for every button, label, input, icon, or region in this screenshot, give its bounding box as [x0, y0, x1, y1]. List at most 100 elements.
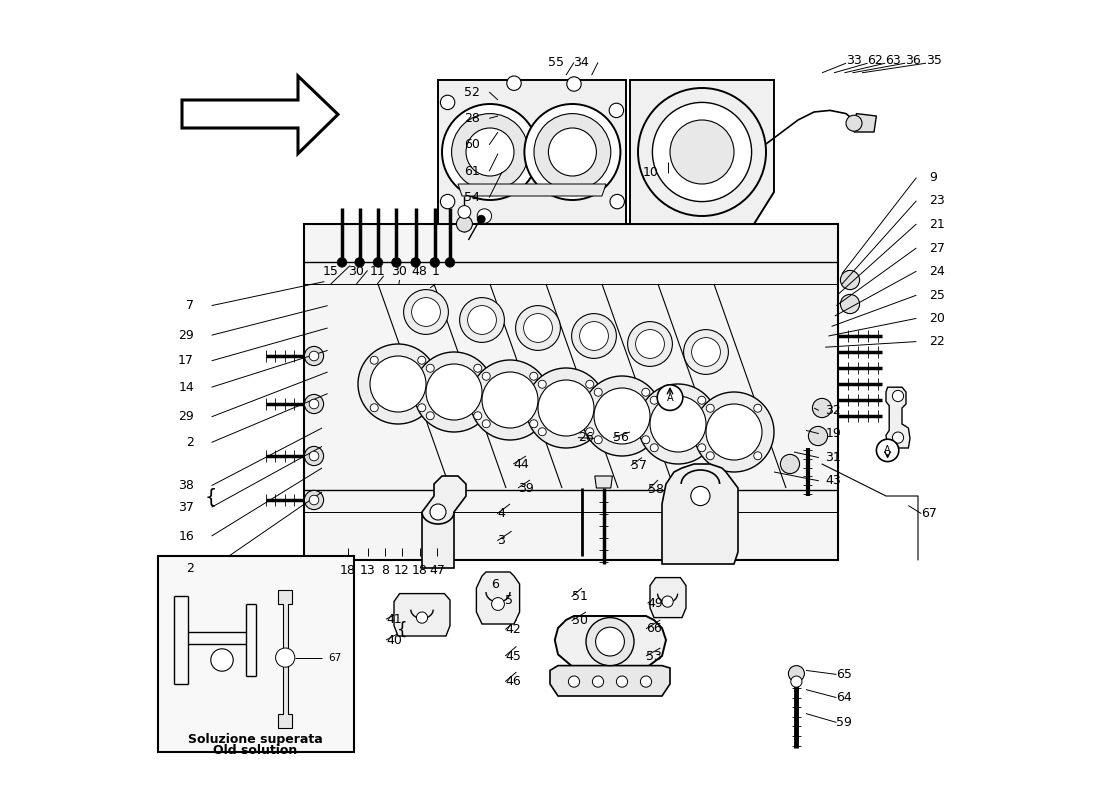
Text: 57: 57 — [630, 459, 647, 472]
Circle shape — [892, 432, 903, 443]
Circle shape — [492, 598, 505, 610]
Circle shape — [791, 676, 802, 687]
Text: 64: 64 — [836, 691, 852, 704]
Polygon shape — [304, 224, 838, 560]
Circle shape — [593, 676, 604, 687]
Circle shape — [706, 404, 714, 412]
Circle shape — [410, 258, 420, 267]
Circle shape — [691, 486, 710, 506]
Circle shape — [650, 396, 658, 404]
Text: 47: 47 — [429, 564, 446, 577]
Circle shape — [417, 612, 428, 623]
Circle shape — [697, 396, 706, 404]
Text: A: A — [884, 446, 891, 455]
Circle shape — [754, 452, 762, 460]
Text: 25: 25 — [930, 289, 945, 302]
Text: {: { — [396, 621, 407, 638]
Circle shape — [628, 322, 672, 366]
Circle shape — [426, 412, 434, 420]
Text: 37: 37 — [178, 501, 194, 514]
Circle shape — [538, 380, 594, 436]
Polygon shape — [630, 80, 774, 224]
Circle shape — [662, 596, 673, 607]
Text: 41: 41 — [386, 613, 402, 626]
Circle shape — [426, 364, 434, 372]
Circle shape — [538, 428, 547, 436]
Circle shape — [392, 258, 402, 267]
Circle shape — [840, 294, 859, 314]
Circle shape — [309, 399, 319, 409]
Text: 61: 61 — [464, 165, 480, 178]
Text: 67: 67 — [329, 653, 342, 662]
Circle shape — [694, 392, 774, 472]
Circle shape — [530, 372, 538, 380]
Circle shape — [474, 364, 482, 372]
Circle shape — [482, 372, 491, 380]
Circle shape — [370, 356, 426, 412]
Circle shape — [470, 360, 550, 440]
Polygon shape — [662, 464, 738, 564]
Circle shape — [572, 314, 616, 358]
Circle shape — [534, 114, 611, 190]
Circle shape — [418, 404, 426, 412]
Circle shape — [650, 396, 706, 452]
FancyBboxPatch shape — [158, 556, 354, 752]
Text: 18: 18 — [340, 564, 355, 577]
Circle shape — [477, 215, 485, 223]
Text: 23: 23 — [930, 194, 945, 207]
Circle shape — [638, 384, 718, 464]
Polygon shape — [422, 476, 466, 568]
Circle shape — [418, 356, 426, 364]
Circle shape — [683, 330, 728, 374]
Circle shape — [530, 420, 538, 428]
Circle shape — [516, 306, 560, 350]
Circle shape — [877, 439, 899, 462]
Polygon shape — [650, 578, 686, 618]
Circle shape — [641, 436, 650, 444]
Circle shape — [566, 77, 581, 91]
Circle shape — [652, 102, 751, 202]
Text: 13: 13 — [360, 564, 375, 577]
Polygon shape — [595, 476, 613, 488]
Text: 18: 18 — [411, 564, 428, 577]
Circle shape — [670, 120, 734, 184]
Text: 45: 45 — [505, 650, 521, 662]
Circle shape — [305, 490, 323, 510]
Polygon shape — [854, 114, 877, 132]
Text: 36: 36 — [905, 54, 921, 66]
Text: 14: 14 — [178, 381, 194, 394]
Circle shape — [780, 454, 800, 474]
Text: 30: 30 — [349, 265, 364, 278]
Circle shape — [430, 258, 440, 267]
Text: 65: 65 — [836, 668, 852, 681]
Text: 40: 40 — [386, 634, 402, 646]
Text: 2: 2 — [186, 436, 194, 449]
Text: 28: 28 — [464, 112, 480, 125]
Circle shape — [754, 404, 762, 412]
Circle shape — [430, 504, 446, 520]
Circle shape — [638, 88, 766, 216]
Circle shape — [657, 385, 683, 410]
Circle shape — [309, 451, 319, 461]
Text: 55: 55 — [549, 56, 564, 69]
Text: 8: 8 — [382, 564, 389, 577]
Circle shape — [309, 495, 319, 505]
Text: la passion
par ferrari
2005: la passion par ferrari 2005 — [460, 370, 736, 526]
Polygon shape — [886, 387, 910, 448]
Polygon shape — [182, 76, 338, 154]
Circle shape — [616, 676, 628, 687]
Circle shape — [636, 330, 664, 358]
Circle shape — [456, 216, 472, 232]
Text: 29: 29 — [178, 329, 194, 342]
Circle shape — [309, 351, 319, 361]
Circle shape — [477, 209, 492, 223]
Text: 53: 53 — [646, 650, 662, 662]
Circle shape — [371, 356, 378, 364]
Text: 66: 66 — [646, 622, 662, 635]
Text: 5: 5 — [505, 594, 514, 606]
Circle shape — [808, 426, 827, 446]
Circle shape — [371, 404, 378, 412]
Circle shape — [482, 420, 491, 428]
Text: 58: 58 — [648, 483, 664, 496]
Circle shape — [404, 290, 449, 334]
